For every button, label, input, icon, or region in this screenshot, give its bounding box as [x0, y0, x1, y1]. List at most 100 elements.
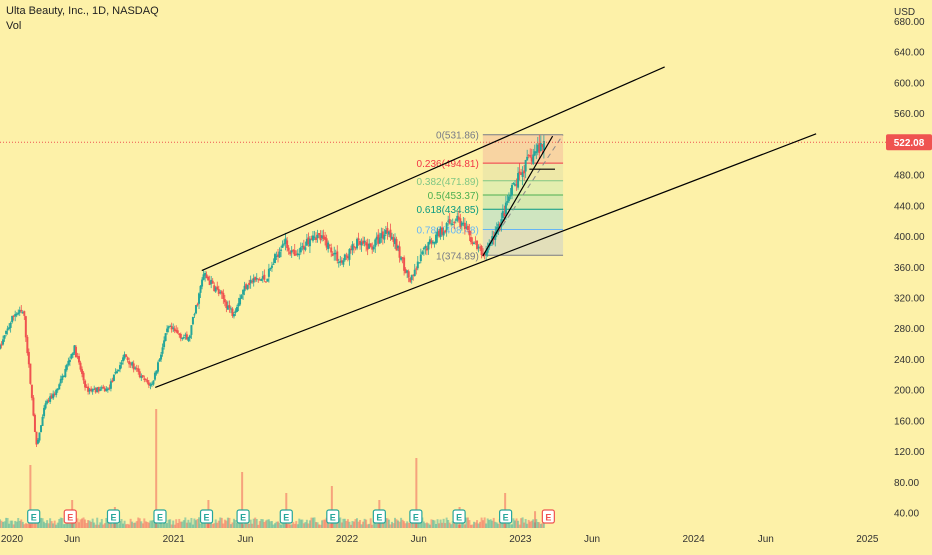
- candle-body: [503, 212, 506, 217]
- candle-body: [480, 246, 483, 256]
- volume-bar: [450, 524, 453, 528]
- volume-bar: [339, 517, 342, 528]
- earnings-marker[interactable]: E: [236, 509, 250, 524]
- candle-body: [310, 238, 313, 240]
- earnings-label: E: [413, 513, 419, 523]
- candle-body: [196, 304, 199, 306]
- earnings-badge: [199, 509, 214, 524]
- candle-body: [53, 393, 56, 395]
- volume-bar: [477, 523, 480, 528]
- volume-bar: [270, 521, 273, 528]
- volume-bar: [466, 517, 469, 528]
- volume-bar: [500, 522, 503, 528]
- earnings-marker[interactable]: E: [452, 509, 466, 524]
- candle-body: [366, 243, 369, 250]
- earnings-marker[interactable]: E: [106, 509, 121, 524]
- candle-body: [17, 312, 20, 315]
- candle-body: [97, 387, 100, 392]
- earnings-marker[interactable]: E: [409, 509, 423, 524]
- fib-level-label: 0.786(408.48): [417, 225, 479, 236]
- candle-body: [0, 344, 1, 349]
- candle-body: [413, 269, 416, 277]
- candle-body: [360, 242, 363, 246]
- volume-bar: [217, 520, 220, 528]
- x-tick-label: 2022: [336, 534, 359, 545]
- candle-body: [161, 347, 164, 354]
- volume-bar: [438, 523, 441, 528]
- candle-body: [115, 371, 118, 374]
- volume-bar: [229, 524, 232, 528]
- earnings-marker[interactable]: E: [541, 509, 555, 524]
- volume-bar: [46, 520, 49, 528]
- volume-bar: [144, 521, 147, 528]
- candle-body: [132, 363, 135, 370]
- y-tick-label: 440.00: [894, 201, 925, 212]
- candle-body: [33, 414, 36, 433]
- earnings-badge: [279, 509, 293, 524]
- x-tick-label: Jun: [411, 534, 427, 545]
- volume-bar: [234, 520, 237, 528]
- volume-bar: [278, 522, 281, 528]
- earnings-marker[interactable]: E: [199, 509, 214, 524]
- candle-body: [507, 196, 510, 201]
- volume-bar: [245, 522, 248, 528]
- volume-bar: [36, 523, 39, 528]
- candle-body: [235, 306, 238, 312]
- volume-spike: [415, 458, 418, 528]
- volume-bar: [6, 517, 9, 528]
- volume-bar: [32, 522, 35, 528]
- volume-bar: [220, 517, 223, 528]
- candle-body: [170, 325, 173, 330]
- trendlines[interactable]: [0, 66, 886, 388]
- volume-bar: [239, 521, 242, 528]
- candle-body: [307, 237, 310, 244]
- candle-body: [412, 274, 415, 276]
- candle-body: [299, 247, 302, 253]
- volume-bar: [14, 520, 17, 528]
- volume-bar: [190, 517, 193, 528]
- earnings-marker[interactable]: E: [372, 509, 386, 524]
- volume-bar: [126, 523, 129, 528]
- candle-body: [349, 248, 352, 251]
- volume-bar: [167, 519, 170, 528]
- fib-zone: [482, 134, 564, 164]
- candle-body: [61, 375, 64, 381]
- earnings-marker[interactable]: E: [326, 509, 340, 524]
- y-tick-label: 680.00: [894, 17, 925, 28]
- earnings-marker[interactable]: E: [279, 509, 293, 524]
- volume-bar: [123, 520, 126, 528]
- volume-bar: [375, 523, 378, 528]
- y-tick-label: 80.00: [894, 478, 919, 489]
- candle-body: [327, 242, 330, 250]
- candle-body: [314, 237, 317, 240]
- volume-bar: [143, 518, 146, 528]
- volume-bar: [318, 524, 321, 528]
- earnings-marker[interactable]: E: [153, 509, 167, 524]
- candle-body: [85, 386, 88, 388]
- volume-bar: [226, 517, 229, 528]
- y-tick-label: 480.00: [894, 171, 925, 182]
- earnings-badge: [409, 509, 423, 524]
- volume-bar: [194, 520, 197, 528]
- volume-bar: [120, 519, 123, 528]
- volume-bar: [529, 521, 532, 528]
- volume-bar: [243, 520, 246, 528]
- volume-bar: [393, 517, 396, 528]
- earnings-marker[interactable]: E: [499, 509, 513, 524]
- candle-body: [239, 298, 242, 305]
- earnings-marker[interactable]: E: [63, 509, 77, 524]
- volume-bar: [491, 520, 494, 528]
- x-tick-label: 2024: [682, 534, 705, 545]
- volume-bar: [325, 517, 328, 528]
- candle-body: [122, 357, 125, 362]
- candle-body: [479, 247, 482, 249]
- candle-body: [105, 388, 108, 391]
- volume-bar: [334, 522, 337, 528]
- candle-body: [270, 265, 273, 268]
- earnings-marker[interactable]: E: [27, 509, 41, 524]
- candle-body: [217, 289, 220, 294]
- volume-bar: [462, 519, 465, 528]
